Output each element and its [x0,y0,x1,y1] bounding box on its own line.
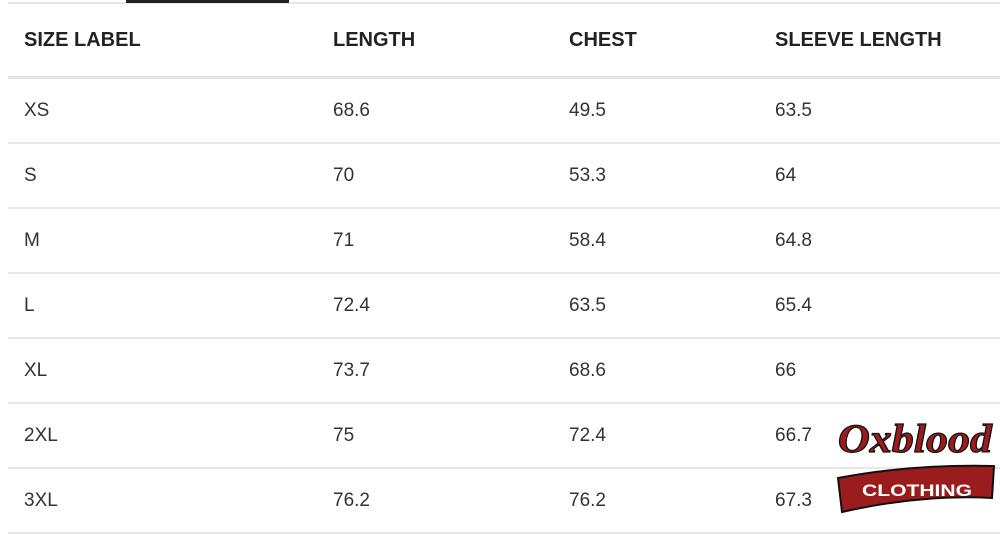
tab-divider [8,2,1000,4]
cell-length: 75 [333,403,569,469]
cell-chest: 49.5 [569,77,775,144]
table-row: 3XL 76.2 76.2 67.3 [8,468,1000,534]
cell-chest: 63.5 [569,273,775,339]
cell-sleeve-length: 64.8 [775,208,1000,274]
table-row: 2XL 75 72.4 66.7 [8,403,1000,469]
table-row: XL 73.7 68.6 66 [8,338,1000,404]
active-tab-indicator[interactable] [126,0,289,3]
cell-length: 72.4 [333,273,569,339]
cell-length: 76.2 [333,468,569,534]
cell-size-label: S [8,143,333,209]
cell-sleeve-length: 66.7 [775,403,1000,469]
table-row: S 70 53.3 64 [8,143,1000,209]
table-row: XS 68.6 49.5 63.5 [8,77,1000,144]
cell-size-label: 3XL [8,468,333,534]
table-row: L 72.4 63.5 65.4 [8,273,1000,339]
logo-subtext: CLOTHING [862,481,972,500]
header-chest: CHEST [569,4,775,79]
cell-length: 71 [333,208,569,274]
cell-size-label: 2XL [8,403,333,469]
cell-sleeve-length: 63.5 [775,77,1000,144]
table-header-row: SIZE LABEL LENGTH CHEST SLEEVE LENGTH [8,4,1000,79]
cell-chest: 76.2 [569,468,775,534]
size-chart-table: SIZE LABEL LENGTH CHEST SLEEVE LENGTH XS… [8,4,1000,534]
cell-size-label: L [8,273,333,339]
cell-chest: 68.6 [569,338,775,404]
cell-sleeve-length: 66 [775,338,1000,404]
cell-length: 68.6 [333,77,569,144]
cell-chest: 58.4 [569,208,775,274]
cell-sleeve-length: 64 [775,143,1000,209]
cell-size-label: XL [8,338,333,404]
header-size-label: SIZE LABEL [8,4,333,79]
cell-chest: 53.3 [569,143,775,209]
cell-length: 73.7 [333,338,569,404]
header-sleeve-length: SLEEVE LENGTH [775,4,1000,79]
table-row: M 71 58.4 64.8 [8,208,1000,274]
cell-length: 70 [333,143,569,209]
header-length: LENGTH [333,4,569,79]
cell-size-label: XS [8,77,333,144]
cell-size-label: M [8,208,333,274]
cell-sleeve-length: 65.4 [775,273,1000,339]
cell-chest: 72.4 [569,403,775,469]
logo-text: Oxblood [838,416,993,461]
oxblood-clothing-logo: Oxblood CLOTHING [836,415,996,514]
